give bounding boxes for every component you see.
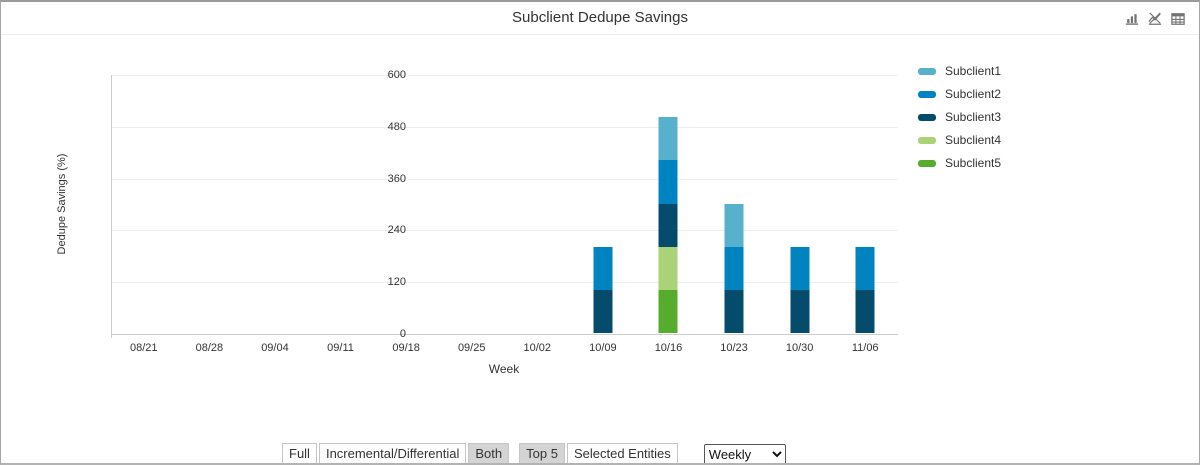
legend-item[interactable]: Subclient4 bbox=[918, 133, 1001, 147]
legend: Subclient1 Subclient2 Subclient3 Subclient4… bbox=[918, 64, 1001, 170]
bar-segment[interactable] bbox=[658, 246, 678, 290]
y-axis-title: Dedupe Savings (%) bbox=[56, 153, 68, 255]
legend-label: Subclient1 bbox=[945, 64, 1002, 78]
plot-area bbox=[111, 75, 898, 338]
gridline bbox=[111, 334, 898, 335]
x-axis-title: Week bbox=[488, 362, 520, 376]
legend-swatch bbox=[918, 90, 936, 98]
y-axis-tick-label: 120 bbox=[387, 276, 406, 289]
button-full[interactable]: Full bbox=[282, 443, 317, 463]
entities-button-group: Top 5 Selected Entities bbox=[519, 443, 680, 463]
x-axis-tick-label: 10/23 bbox=[720, 342, 748, 354]
legend-item[interactable]: Subclient3 bbox=[918, 110, 1001, 124]
x-axis-tick-label: 08/21 bbox=[130, 342, 158, 354]
legend-swatch bbox=[918, 67, 936, 75]
bar-segment[interactable] bbox=[724, 203, 744, 247]
legend-item[interactable]: Subclient2 bbox=[918, 87, 1001, 101]
bar-segment[interactable] bbox=[658, 160, 678, 204]
legend-label: Subclient2 bbox=[945, 87, 1002, 101]
line-chart-off-icon[interactable] bbox=[1148, 12, 1162, 26]
y-axis-line bbox=[111, 75, 112, 338]
gridline bbox=[111, 178, 898, 180]
button-both[interactable]: Both bbox=[468, 443, 510, 463]
gridline bbox=[111, 230, 898, 232]
bar-segment[interactable] bbox=[790, 246, 810, 290]
legend-label: Subclient4 bbox=[945, 133, 1002, 147]
bar-stack bbox=[790, 246, 810, 333]
legend-item[interactable]: Subclient1 bbox=[918, 64, 1001, 78]
bar-segment[interactable] bbox=[790, 289, 810, 333]
legend-label: Subclient5 bbox=[945, 156, 1002, 170]
y-axis-tick-label: 600 bbox=[387, 69, 406, 81]
bar-segment[interactable] bbox=[593, 289, 613, 333]
y-axis-tick-label: 480 bbox=[387, 120, 406, 133]
bar-segment[interactable] bbox=[658, 203, 678, 247]
bar-segment[interactable] bbox=[855, 289, 875, 333]
x-axis-tick-label: 08/28 bbox=[195, 342, 224, 354]
y-axis-tick-label: 240 bbox=[387, 224, 406, 237]
gridline bbox=[111, 75, 898, 76]
frequency-select[interactable]: Weekly bbox=[703, 443, 786, 463]
backup-type-button-group: Full Incremental/Differential Both bbox=[282, 443, 511, 463]
bar-stack bbox=[593, 246, 613, 333]
x-axis-tick-label: 09/25 bbox=[457, 342, 486, 354]
gridline bbox=[111, 126, 898, 128]
legend-item[interactable]: Subclient5 bbox=[918, 156, 1001, 170]
bar-stack bbox=[855, 246, 875, 333]
bar-segment[interactable] bbox=[724, 289, 744, 333]
legend-label: Subclient3 bbox=[945, 110, 1002, 124]
bar-segment[interactable] bbox=[855, 246, 875, 290]
bar-stack bbox=[658, 117, 678, 333]
button-selected-entities[interactable]: Selected Entities bbox=[566, 443, 678, 463]
legend-swatch bbox=[918, 113, 936, 121]
bottom-controls: Full Incremental/Differential Both Top 5 Se… bbox=[282, 443, 786, 463]
bar-segment[interactable] bbox=[593, 246, 613, 290]
button-top-5[interactable]: Top 5 bbox=[519, 443, 565, 463]
button-incremental-differential[interactable]: Incremental/Differential bbox=[318, 443, 467, 463]
bar-chart-icon[interactable] bbox=[1125, 12, 1139, 26]
x-axis-tick-label: 10/02 bbox=[523, 342, 552, 354]
bar-segment[interactable] bbox=[658, 117, 678, 161]
x-axis-tick-label: 10/30 bbox=[785, 342, 814, 354]
bar-stack bbox=[724, 203, 744, 333]
x-axis-tick-label: 09/04 bbox=[261, 342, 289, 354]
x-axis-tick-label: 10/09 bbox=[589, 342, 617, 354]
table-view-icon[interactable] bbox=[1171, 12, 1185, 26]
y-axis-tick-label: 0 bbox=[399, 328, 406, 340]
page-title: Subclient Dedupe Savings bbox=[512, 9, 688, 26]
bar-segment[interactable] bbox=[658, 289, 678, 333]
legend-swatch bbox=[918, 159, 936, 167]
x-axis-tick-label: 09/18 bbox=[392, 342, 420, 354]
x-axis-tick-label: 10/16 bbox=[654, 342, 683, 354]
bar-segment[interactable] bbox=[724, 246, 744, 290]
gridline bbox=[111, 282, 898, 284]
y-axis-tick-label: 360 bbox=[387, 172, 406, 185]
chart-header: Subclient Dedupe Savings bbox=[1, 2, 1199, 35]
legend-swatch bbox=[918, 136, 936, 144]
chart-toolbar bbox=[1125, 12, 1185, 26]
x-axis-tick-label: 09/11 bbox=[327, 342, 354, 354]
x-axis-tick-label: 11/06 bbox=[851, 342, 879, 354]
